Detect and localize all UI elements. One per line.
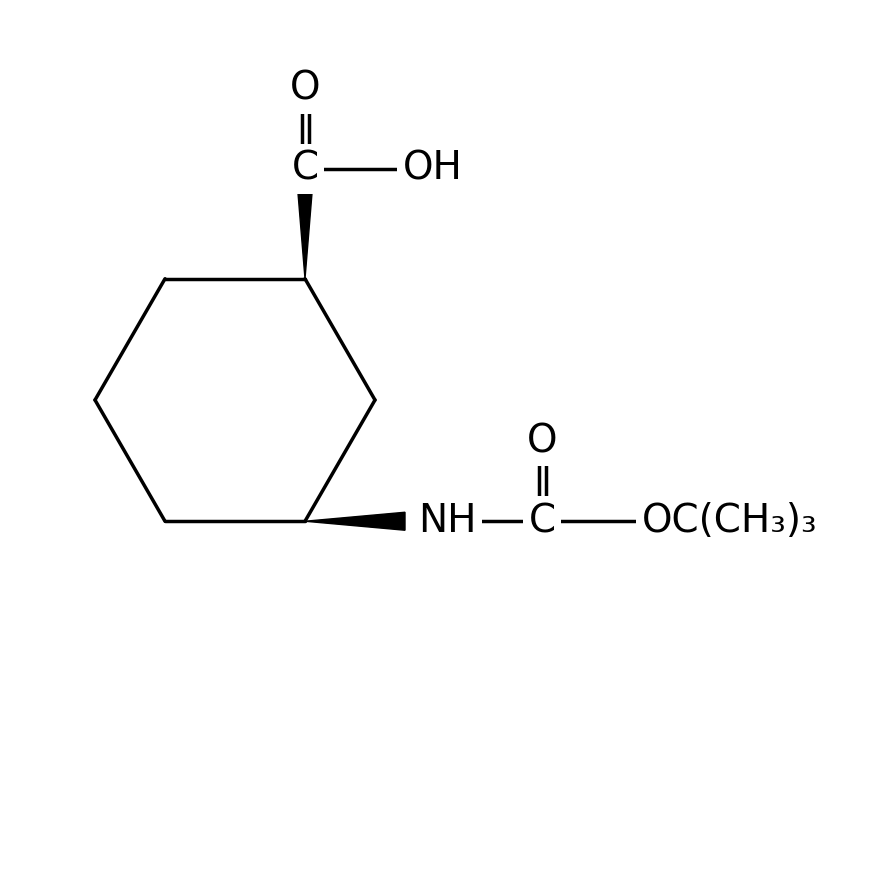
Text: OH: OH	[403, 150, 463, 188]
Text: OC(CH₃)₃: OC(CH₃)₃	[642, 502, 818, 540]
Text: O: O	[290, 69, 320, 108]
Text: C: C	[291, 150, 319, 188]
Polygon shape	[305, 513, 405, 530]
Polygon shape	[296, 169, 314, 279]
Text: C: C	[529, 502, 555, 540]
Text: O: O	[527, 422, 557, 460]
Text: OC(CH: OC(CH	[642, 502, 772, 540]
Text: NH: NH	[417, 502, 476, 540]
